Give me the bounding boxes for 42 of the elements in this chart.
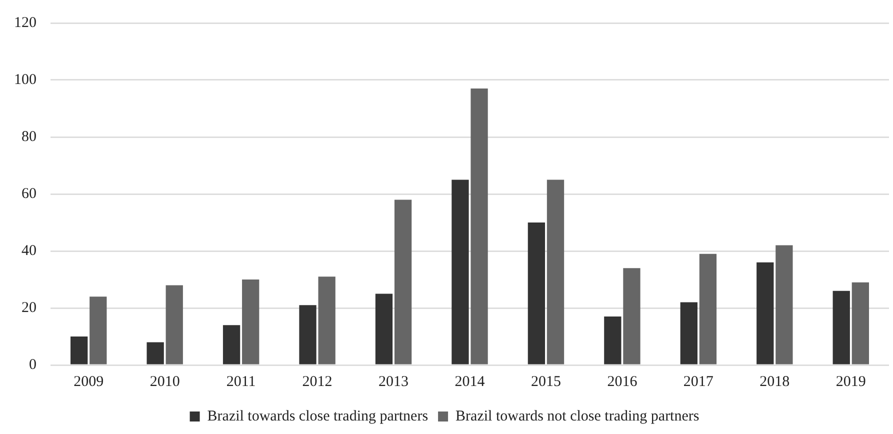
bar — [375, 294, 393, 364]
bar — [756, 262, 774, 364]
bar — [776, 245, 793, 364]
bar — [832, 290, 850, 364]
bar — [699, 254, 717, 364]
y-tick-label: 20 — [22, 300, 36, 316]
x-tick-label: 2018 — [760, 374, 790, 390]
bar — [318, 276, 336, 364]
y-tick-label: 120 — [14, 14, 36, 31]
x-tick-label: 2019 — [836, 374, 866, 390]
bar — [852, 282, 869, 364]
y-tick-label: 0 — [29, 356, 36, 373]
bar — [470, 88, 488, 364]
bar — [604, 316, 622, 364]
y-tick-label: 100 — [14, 72, 36, 88]
bar — [242, 280, 260, 364]
x-tick-label: 2009 — [74, 374, 104, 390]
x-tick-label: 2015 — [530, 374, 561, 390]
y-tick-label: 40 — [22, 242, 36, 259]
bar — [394, 200, 412, 364]
legend-label: Brazil towards close trading partners — [207, 408, 428, 424]
x-tick-label: 2016 — [607, 374, 638, 390]
bar — [680, 302, 698, 364]
x-tick-label: 2013 — [378, 374, 409, 390]
bar — [546, 180, 564, 364]
bar — [623, 268, 640, 364]
bar — [146, 342, 164, 364]
bar — [222, 325, 240, 364]
x-tick-label: 2011 — [226, 374, 256, 390]
bar — [70, 336, 88, 364]
x-tick-label: 2014 — [454, 374, 486, 390]
x-tick-label: 2017 — [683, 374, 714, 390]
legend-label: Brazil towards not close trading partners — [456, 408, 700, 424]
bar — [452, 180, 469, 364]
bar — [299, 305, 316, 364]
x-tick-label: 2012 — [302, 374, 332, 390]
bar — [528, 222, 546, 364]
y-tick-label: 80 — [22, 128, 36, 145]
y-tick-label: 60 — [22, 186, 36, 202]
bar — [90, 296, 107, 364]
bar — [166, 285, 183, 364]
x-tick-label: 2010 — [150, 374, 180, 390]
